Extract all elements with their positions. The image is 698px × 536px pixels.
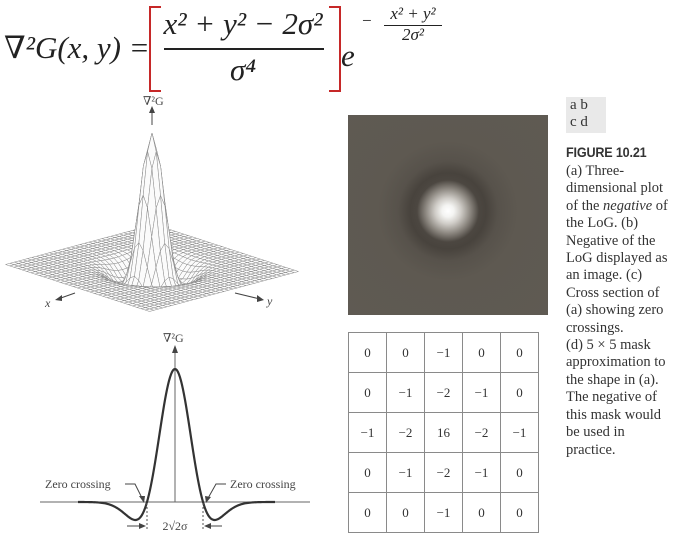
log-equation: ∇²G(x, y) = x² + y² − 2σ² σ⁴ e − x² + y²… — [4, 0, 442, 96]
caption-line: LoG displayed as — [566, 250, 668, 267]
mask-cell: −2 — [424, 372, 463, 413]
mask-cell: −1 — [424, 332, 463, 373]
caption-line: The negative of — [566, 389, 657, 406]
mask-cell: −2 — [386, 412, 425, 453]
width-label: 2√2σ — [162, 519, 188, 533]
log-image — [348, 115, 548, 315]
exponent-numerator: x² + y² — [390, 4, 436, 23]
z-axis-label: ∇²G — [143, 95, 164, 108]
mask-cell: 0 — [348, 452, 387, 493]
mask-cell: 0 — [348, 492, 387, 533]
caption-line: (a) showing zero — [566, 302, 664, 319]
caption-line: dimensional plot — [566, 180, 664, 197]
caption-line: the shape in (a). — [566, 371, 659, 388]
mask-cell: −1 — [462, 372, 501, 413]
mask-row: −1 −2 16 −2 −1 — [348, 412, 539, 453]
mask-cell: 16 — [424, 412, 463, 453]
left-zero-crossing-label: Zero crossing — [45, 477, 111, 491]
caption-line: the LoG. (b) — [566, 215, 639, 232]
equation-numerator: x² + y² − 2σ² — [163, 6, 323, 41]
mask-cell: −2 — [424, 452, 463, 493]
caption-line: an image. (c) — [566, 267, 643, 284]
figure-caption: (a) Three-dimensional plot of the negativ… — [566, 163, 698, 459]
y-axis-label: y — [266, 294, 273, 308]
mask-cell: −1 — [500, 412, 539, 453]
left-bracket — [149, 6, 161, 92]
right-bracket — [329, 6, 341, 92]
mask-cell: 0 — [348, 372, 387, 413]
mask-cell: −1 — [348, 412, 387, 453]
log-cross-section: ∇²G 2√2σ Zero crossing Zero crossing — [40, 331, 310, 533]
left-arrowhead — [139, 523, 146, 529]
mask-cell: −1 — [424, 492, 463, 533]
mask-row: 0 0 −1 0 0 — [348, 492, 539, 533]
equation-denominator: σ⁴ — [229, 52, 257, 87]
right-arrowhead — [204, 523, 211, 529]
caption-line: practice. — [566, 441, 616, 458]
figure-title: FIGURE 10.21 — [566, 144, 647, 160]
left-leader-line — [125, 483, 144, 501]
caption-line: be used in — [566, 424, 625, 441]
exponent-sign: − — [362, 11, 372, 30]
mask-cell: 0 — [500, 492, 539, 533]
mask-cell: 0 — [500, 452, 539, 493]
vertical-axis-label: ∇²G — [163, 331, 184, 345]
vertical-axis-arrow — [172, 345, 178, 353]
mask-cell: −1 — [462, 452, 501, 493]
right-leader-arrow — [205, 496, 211, 503]
caption-line: (d) 5 × 5 mask — [566, 337, 651, 354]
log-mask-table: 0 0 −1 0 0 0 −1 −2 −1 0 −1 −2 16 −2 −1 0 −1 −2 −1 0 0 0 −1 0 0 — [348, 332, 539, 533]
mask-cell: −1 — [386, 372, 425, 413]
mask-cell: 0 — [462, 492, 501, 533]
y-axis — [234, 292, 261, 300]
caption-line: of the negative of — [566, 197, 668, 214]
exponent-denominator: 2σ² — [402, 25, 424, 44]
mask-row: 0 −1 −2 −1 0 — [348, 452, 539, 493]
mask-cell: 0 — [500, 372, 539, 413]
mask-cell: 0 — [500, 332, 539, 373]
mask-cell: 0 — [462, 332, 501, 373]
caption-line: crossings. — [566, 319, 624, 336]
mask-cell: 0 — [348, 332, 387, 373]
surface-mesh — [4, 132, 300, 312]
left-leader-arrow — [139, 496, 145, 503]
caption-line: Cross section of — [566, 284, 660, 301]
fraction-bar — [164, 48, 324, 50]
x-axis-arrow — [55, 295, 62, 301]
panel-layout-key: a b c d — [566, 97, 606, 133]
log-curve — [78, 367, 276, 522]
mask-cell: −2 — [462, 412, 501, 453]
caption-line: approximation to — [566, 354, 666, 371]
mask-cell: −1 — [386, 452, 425, 493]
z-axis-arrow — [149, 106, 155, 113]
caption-line: Negative of the — [566, 232, 656, 249]
caption-line: (a) Three- — [566, 163, 625, 179]
mask-row: 0 0 −1 0 0 — [348, 332, 539, 373]
log-3d-surface-plot: ∇²G x y — [4, 95, 300, 312]
equation-base: e — [341, 38, 355, 73]
mask-cell: 0 — [386, 332, 425, 373]
mesh-cell — [144, 308, 155, 312]
equation-lhs: ∇²G(x, y) = — [4, 30, 150, 65]
right-zero-crossing-label: Zero crossing — [230, 477, 296, 491]
y-axis-arrow — [257, 295, 264, 302]
x-axis-label: x — [44, 296, 51, 310]
right-leader-line — [206, 483, 226, 501]
panel-key-row: c d — [570, 114, 588, 130]
exponent-bar — [384, 25, 442, 26]
mask-row: 0 −1 −2 −1 0 — [348, 372, 539, 413]
caption-line: this mask would — [566, 406, 662, 423]
mask-cell: 0 — [386, 492, 425, 533]
panel-key-row: a b — [570, 97, 588, 113]
